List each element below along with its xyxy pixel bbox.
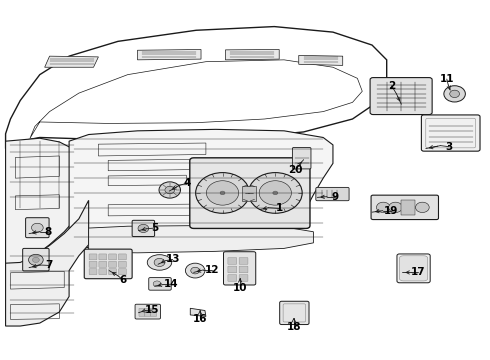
Circle shape <box>196 172 249 213</box>
Circle shape <box>376 202 390 212</box>
FancyBboxPatch shape <box>109 269 117 275</box>
FancyBboxPatch shape <box>119 254 126 260</box>
FancyBboxPatch shape <box>84 249 132 279</box>
Text: 6: 6 <box>119 275 126 285</box>
Circle shape <box>416 202 429 212</box>
Polygon shape <box>89 225 314 253</box>
Text: 10: 10 <box>233 283 247 293</box>
Polygon shape <box>69 129 333 248</box>
FancyBboxPatch shape <box>135 304 160 319</box>
Polygon shape <box>5 200 89 326</box>
Text: 4: 4 <box>184 178 191 188</box>
Circle shape <box>32 257 39 262</box>
Circle shape <box>259 181 292 205</box>
FancyBboxPatch shape <box>89 254 97 260</box>
Text: 3: 3 <box>445 142 453 152</box>
Text: 17: 17 <box>411 267 425 278</box>
Circle shape <box>389 202 402 212</box>
FancyBboxPatch shape <box>421 115 480 151</box>
Ellipse shape <box>147 255 172 270</box>
FancyBboxPatch shape <box>149 278 171 290</box>
FancyBboxPatch shape <box>239 266 248 273</box>
Circle shape <box>273 191 278 195</box>
Text: 16: 16 <box>193 314 207 324</box>
Text: 19: 19 <box>383 206 398 216</box>
Text: 2: 2 <box>388 81 395 91</box>
FancyBboxPatch shape <box>239 258 248 264</box>
FancyBboxPatch shape <box>119 261 126 267</box>
Text: 18: 18 <box>287 322 301 332</box>
FancyBboxPatch shape <box>151 308 157 316</box>
FancyBboxPatch shape <box>89 269 97 275</box>
Polygon shape <box>242 185 256 201</box>
Text: 13: 13 <box>166 255 180 265</box>
Text: 5: 5 <box>151 223 158 233</box>
Circle shape <box>248 172 302 213</box>
FancyBboxPatch shape <box>99 261 107 267</box>
Polygon shape <box>299 55 343 66</box>
Text: 7: 7 <box>45 260 52 270</box>
Text: 20: 20 <box>289 165 303 175</box>
Circle shape <box>450 90 460 98</box>
Circle shape <box>165 186 174 194</box>
Circle shape <box>444 86 465 102</box>
FancyBboxPatch shape <box>280 301 309 325</box>
FancyBboxPatch shape <box>132 220 155 237</box>
FancyBboxPatch shape <box>139 308 145 316</box>
Circle shape <box>220 191 225 195</box>
FancyBboxPatch shape <box>145 308 151 316</box>
Ellipse shape <box>191 267 199 274</box>
FancyBboxPatch shape <box>23 248 49 271</box>
Text: 12: 12 <box>204 265 219 275</box>
Ellipse shape <box>154 258 165 266</box>
Text: 14: 14 <box>164 279 178 289</box>
FancyBboxPatch shape <box>99 269 107 275</box>
FancyBboxPatch shape <box>228 275 237 281</box>
Ellipse shape <box>185 263 205 278</box>
Polygon shape <box>138 49 201 60</box>
FancyBboxPatch shape <box>109 254 117 260</box>
FancyBboxPatch shape <box>316 188 349 201</box>
Polygon shape <box>45 56 98 67</box>
Polygon shape <box>5 138 89 265</box>
Polygon shape <box>401 199 415 215</box>
FancyBboxPatch shape <box>397 254 430 283</box>
FancyBboxPatch shape <box>223 252 256 285</box>
Polygon shape <box>190 308 206 316</box>
Circle shape <box>28 254 43 265</box>
FancyBboxPatch shape <box>293 148 311 169</box>
FancyBboxPatch shape <box>399 256 428 281</box>
FancyBboxPatch shape <box>25 218 49 238</box>
Circle shape <box>31 223 43 232</box>
FancyBboxPatch shape <box>370 78 432 114</box>
Circle shape <box>206 181 239 205</box>
FancyBboxPatch shape <box>89 261 97 267</box>
FancyBboxPatch shape <box>228 258 237 264</box>
Text: 9: 9 <box>332 192 339 202</box>
FancyBboxPatch shape <box>109 261 117 267</box>
FancyBboxPatch shape <box>371 195 439 220</box>
FancyBboxPatch shape <box>190 158 310 229</box>
Circle shape <box>153 281 161 287</box>
FancyBboxPatch shape <box>119 269 126 275</box>
FancyBboxPatch shape <box>99 254 107 260</box>
Polygon shape <box>225 49 279 60</box>
Text: 1: 1 <box>275 203 283 213</box>
Text: 11: 11 <box>440 74 454 84</box>
FancyBboxPatch shape <box>239 275 248 281</box>
Text: 8: 8 <box>44 227 51 237</box>
Text: 15: 15 <box>145 305 159 315</box>
FancyBboxPatch shape <box>228 266 237 273</box>
Circle shape <box>138 224 149 233</box>
Circle shape <box>159 182 180 198</box>
